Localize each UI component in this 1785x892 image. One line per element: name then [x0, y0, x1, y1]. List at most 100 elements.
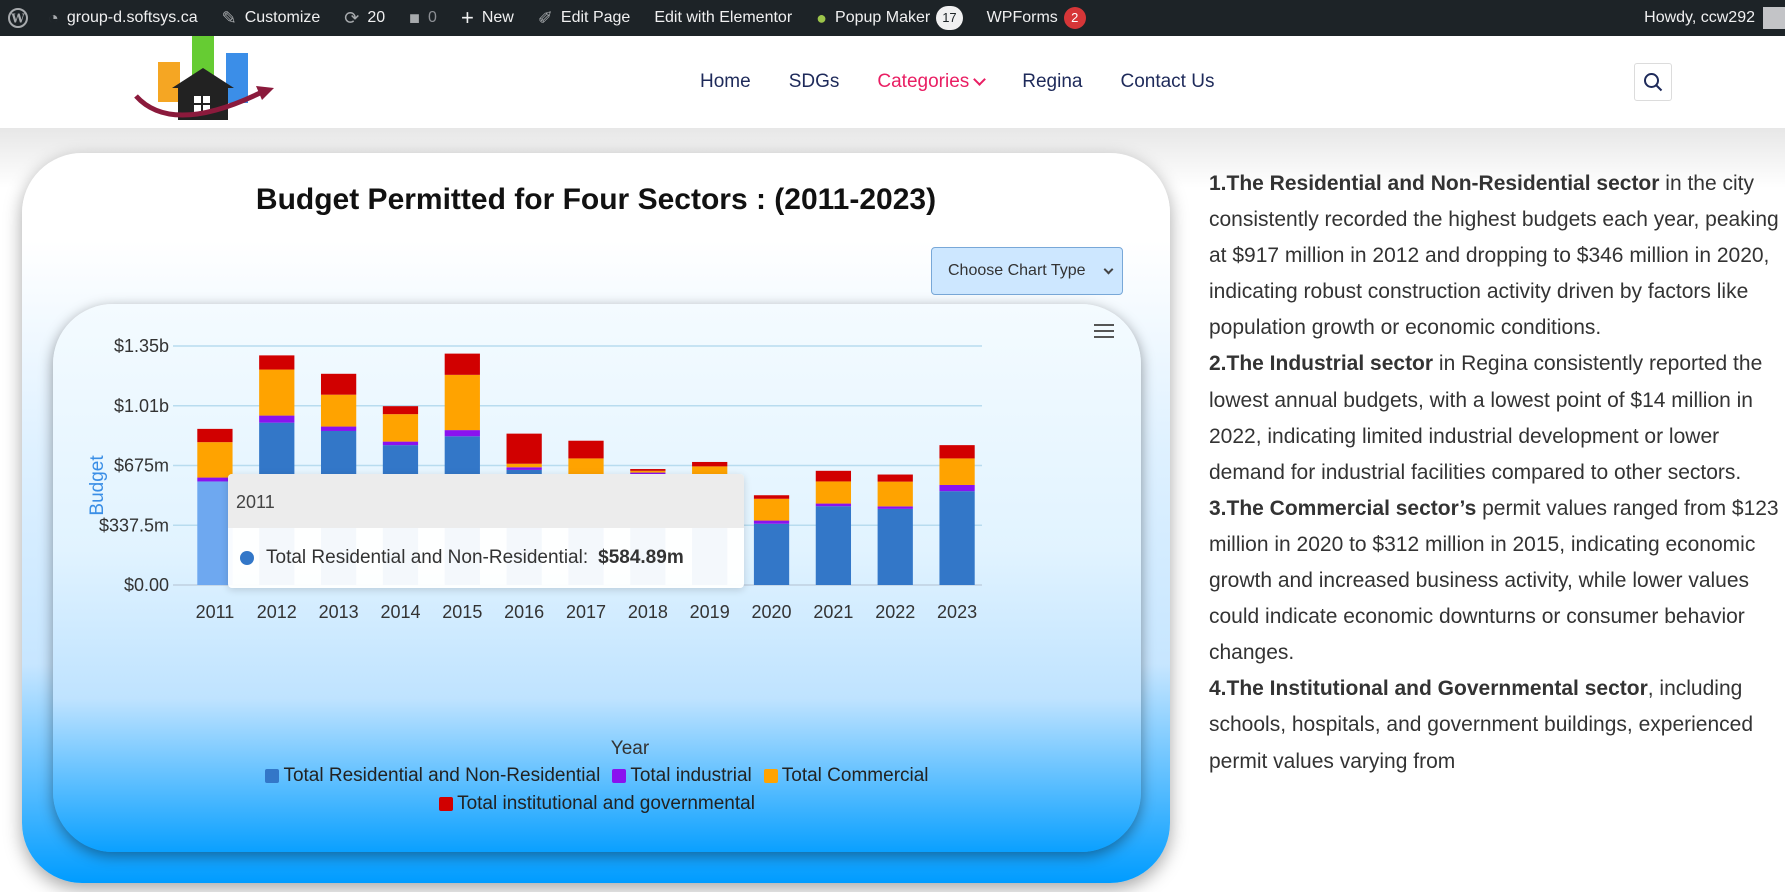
updates-link[interactable]: ⟳ 20 [332, 0, 397, 36]
popup-maker-count-badge: 17 [936, 6, 963, 30]
bar-segment [259, 369, 295, 416]
chart-menu-button[interactable] [1094, 324, 1114, 342]
site-name-link[interactable]: ◔ group-d.softsys.ca [36, 0, 210, 36]
y-tick-label: $675m [114, 456, 169, 476]
site-header: Home SDGs Categories Regina Contact Us [0, 36, 1785, 128]
legend-item-commercial[interactable]: Total Commercial [763, 765, 929, 787]
legend-swatch [265, 769, 280, 783]
bar-segment [320, 426, 357, 431]
chart-type-select-value: Choose Chart Type [948, 262, 1086, 279]
legend-label: Total industrial [630, 765, 752, 786]
x-tick-label: 2013 [319, 602, 359, 622]
chevron-down-icon [973, 73, 987, 86]
legend-item-residential[interactable]: Total Residential and Non-Residential [265, 765, 600, 787]
wpforms-count-badge: 2 [1063, 7, 1086, 29]
admin-bar: W ◔ group-d.softsys.ca ✎ Customize ⟳ 20 … [0, 0, 1785, 36]
x-tick-label: 2021 [813, 602, 853, 622]
search-button[interactable] [1634, 63, 1672, 101]
bar-segment [753, 523, 790, 585]
wpforms-link[interactable]: WPForms 2 [975, 0, 1098, 36]
updates-count: 20 [367, 9, 386, 26]
legend-label: Total Residential and Non-Residential [283, 765, 601, 786]
bar-segment [197, 477, 233, 482]
hamburger-icon-bar [1094, 336, 1114, 338]
bar-segment [320, 394, 357, 427]
tooltip-value: $584.89m [598, 547, 684, 568]
bar-segment [877, 481, 913, 507]
edit-page-link[interactable]: ✐ Edit Page [526, 0, 642, 36]
chevron-down-icon [1103, 264, 1114, 274]
y-tick-label: $1.01b [114, 396, 169, 416]
chart-type-select[interactable]: Choose Chart Type [931, 247, 1123, 295]
elementor-label: Edit with Elementor [654, 9, 793, 26]
bar-segment [877, 508, 913, 585]
bar-segment [939, 484, 975, 492]
legend-item-industrial[interactable]: Total industrial [612, 765, 752, 787]
edit-page-label: Edit Page [560, 9, 631, 26]
bar-segment [815, 503, 852, 507]
bar-segment [815, 481, 852, 504]
bar-segment [444, 430, 480, 437]
popup-maker-label: Popup Maker [835, 9, 931, 26]
bar-segment [630, 469, 666, 471]
howdy-label: Howdy, ccw292 [1644, 9, 1755, 26]
bar-segment [444, 353, 480, 375]
article-heading: 1.The Residential and Non-Residential se… [1209, 172, 1660, 195]
bar-segment [259, 355, 295, 370]
edit-with-elementor-link[interactable]: Edit with Elementor [642, 0, 804, 36]
bar-segment [630, 472, 666, 476]
article-paragraph: 2.The Industrial sector in Regina consis… [1209, 346, 1785, 490]
x-tick-label: 2016 [504, 602, 544, 622]
bar-segment [320, 373, 357, 395]
nav-item-contact-us[interactable]: Contact Us [1120, 71, 1215, 92]
x-tick-label: 2015 [442, 602, 482, 622]
y-tick-label: $1.35b [114, 336, 169, 356]
chart-legend: Total Residential and Non-Residential To… [53, 762, 1141, 818]
legend-row: Total institutional and governmental [53, 790, 1141, 818]
bar-segment [939, 491, 975, 585]
comments-link[interactable]: ■ 0 [397, 0, 449, 36]
bar-segment [753, 498, 790, 521]
site-logo[interactable] [132, 36, 274, 128]
bar-segment [568, 458, 604, 477]
popup-maker-link[interactable]: ● Popup Maker 17 [804, 0, 975, 36]
x-tick-label: 2022 [875, 602, 915, 622]
x-tick-label: 2011 [196, 602, 235, 622]
dashboard-icon: ◔ [48, 8, 59, 28]
article-heading: 2.The Industrial sector [1209, 352, 1434, 376]
x-tick-label: 2023 [937, 602, 977, 622]
y-tick-label: $337.5m [99, 515, 169, 535]
bar-segment [506, 433, 542, 464]
nav-item-home[interactable]: Home [700, 71, 751, 92]
brush-icon: ✎ [221, 8, 237, 28]
legend-item-institutional[interactable]: Total institutional and governmental [439, 793, 755, 815]
nav-item-regina[interactable]: Regina [1022, 71, 1083, 92]
bar-segment [506, 463, 542, 468]
search-icon [1644, 73, 1663, 92]
wordpress-logo-icon[interactable]: W [0, 0, 36, 36]
x-tick-label: 2018 [628, 602, 668, 622]
x-tick-label: 2019 [690, 602, 730, 622]
bar-segment [259, 415, 295, 423]
bar-segment [939, 458, 975, 485]
tooltip-series-dot [240, 551, 254, 565]
article-body: in Regina consistently reported the lowe… [1209, 352, 1763, 484]
account-menu[interactable]: Howdy, ccw292 [1632, 0, 1785, 36]
bar-segment [197, 481, 233, 585]
nav-item-sdgs[interactable]: SDGs [788, 71, 840, 92]
x-tick-label: 2014 [380, 602, 420, 622]
nav-item-categories[interactable]: Categories [877, 71, 987, 93]
popup-maker-icon: ● [816, 8, 828, 28]
customize-link[interactable]: ✎ Customize [210, 0, 333, 36]
svg-text:W: W [10, 12, 25, 26]
article-heading: 4.The Institutional and Governmental sec… [1209, 677, 1648, 701]
legend-swatch [439, 797, 454, 811]
new-content-link[interactable]: + New [449, 0, 526, 36]
tooltip-series-name: Total Residential and Non-Residential: [266, 547, 589, 568]
comments-count: 0 [428, 9, 437, 26]
x-tick-label: 2020 [752, 602, 792, 622]
bar-segment [692, 461, 728, 467]
bar-segment [568, 440, 604, 459]
avatar [1763, 7, 1785, 29]
chart-title: Budget Permitted for Four Sectors : (201… [255, 183, 937, 216]
